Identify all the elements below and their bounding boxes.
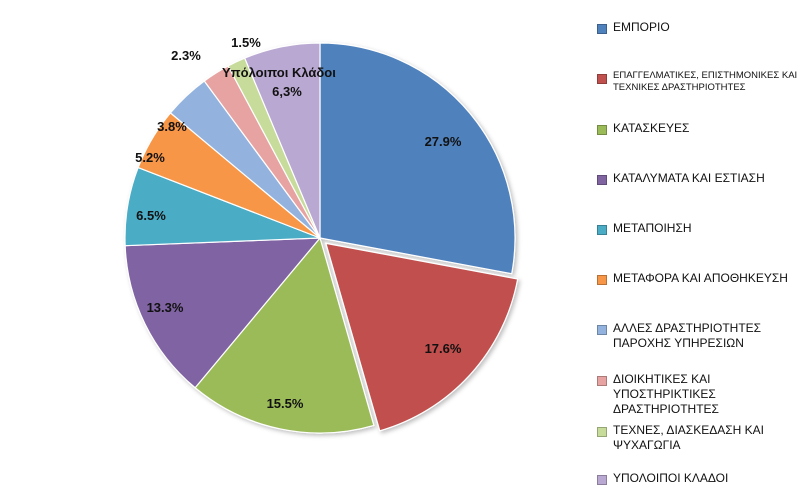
legend-item: ΕΠΑΓΓΕΛΜΑΤΙΚΕΣ, ΕΠΙΣΤΗΜΟΝΙΚΕΣ ΚΑΙ ΤΕΧΝΙΚ… <box>597 70 802 94</box>
pie-slice <box>325 242 519 432</box>
legend-swatch <box>597 376 607 386</box>
legend-label: ΕΜΠΟΡΙΟ <box>613 20 670 34</box>
legend-swatch <box>597 475 607 485</box>
annotation-remaining-sectors: Υπόλοιποι Κλάδοι <box>222 65 336 80</box>
legend-swatch <box>597 74 607 84</box>
slice-percent-label: 3.8% <box>157 119 187 134</box>
legend-item: ΥΠΟΛΟΙΠΟΙ ΚΛΑΔΟΙ <box>597 471 802 486</box>
legend-swatch <box>597 225 607 235</box>
legend-item: ΕΜΠΟΡΙΟ <box>597 20 802 35</box>
legend-swatch <box>597 325 607 335</box>
pie-slice <box>243 42 321 239</box>
legend-label: ΕΠΑΓΓΕΛΜΑΤΙΚΕΣ, ΕΠΙΣΤΗΜΟΝΙΚΕΣ ΚΑΙ ΤΕΧΝΙΚ… <box>613 70 798 93</box>
pie-slice <box>124 237 322 389</box>
slice-percent-label: 5.2% <box>135 150 165 165</box>
legend-item: ΜΕΤΑΦΟΡΑ ΚΑΙ ΑΠΟΘΗΚΕΥΣΗ <box>597 271 802 286</box>
slice-percent-label: 27.9% <box>425 134 462 149</box>
pie-percent-labels: 27.9% 17.6% 15.5% 13.3% 6.5% 5.2% 3.8% 2.3% 1.5%… <box>135 35 462 411</box>
legend-label: ΤΕΧΝΕΣ, ΔΙΑΣΚΕΔΑΣΗ ΚΑΙ ΨΥΧΑΓΩΓΙΑ <box>613 423 764 452</box>
legend-item: ΤΕΧΝΕΣ, ΔΙΑΣΚΕΔΑΣΗ ΚΑΙ ΨΥΧΑΓΩΓΙΑ <box>597 423 802 453</box>
legend-item: ΚΑΤΑΛΥΜΑΤΑ ΚΑΙ ΕΣΤΙΑΣΗ <box>597 171 802 186</box>
slice-percent-label: 6.5% <box>136 208 166 223</box>
legend-label: ΑΛΛΕΣ ΔΡΑΣΤΗΡΙΟΤΗΤΕΣ ΠΑΡΟΧΗΣ ΥΠΗΡΕΣΙΩΝ <box>613 321 762 350</box>
legend-label: ΚΑΤΑΛΥΜΑΤΑ ΚΑΙ ΕΣΤΙΑΣΗ <box>613 171 765 185</box>
pie-slice <box>319 42 516 275</box>
legend-label: ΚΑΤΑΣΚΕΥΕΣ <box>613 121 690 135</box>
slice-percent-label: 15.5% <box>267 396 304 411</box>
legend-item: ΚΑΤΑΣΚΕΥΕΣ <box>597 121 802 136</box>
legend-item: ΜΕΤΑΠΟΙΗΣΗ <box>597 221 802 236</box>
legend-label: ΜΕΤΑΦΟΡΑ ΚΑΙ ΑΠΟΘΗΚΕΥΣΗ <box>613 271 788 285</box>
slice-percent-label: 17.6% <box>425 341 462 356</box>
slice-percent-label: 1.5% <box>231 35 261 50</box>
legend-swatch <box>597 24 607 34</box>
slice-percent-label: 6,3% <box>272 84 302 99</box>
legend-label: ΜΕΤΑΠΟΙΗΣΗ <box>613 221 692 235</box>
legend-item: ΔΙΟΙΚΗΤΙΚΕΣ ΚΑΙ ΥΠΟΣΤΗΡΙΚΤΙΚΕΣ ΔΡΑΣΤΗΡΙΟ… <box>597 372 802 417</box>
legend-label: ΥΠΟΛΟΙΠΟΙ ΚΛΑΔΟΙ <box>613 471 729 485</box>
legend-swatch <box>597 427 607 437</box>
legend-label: ΔΙΟΙΚΗΤΙΚΕΣ ΚΑΙ ΥΠΟΣΤΗΡΙΚΤΙΚΕΣ ΔΡΑΣΤΗΡΙΟ… <box>613 372 719 416</box>
slice-percent-label: 13.3% <box>147 300 184 315</box>
legend-item: ΑΛΛΕΣ ΔΡΑΣΤΗΡΙΟΤΗΤΕΣ ΠΑΡΟΧΗΣ ΥΠΗΡΕΣΙΩΝ <box>597 321 802 351</box>
legend-swatch <box>597 275 607 285</box>
pie-slice <box>194 236 375 434</box>
legend-swatch <box>597 175 607 185</box>
pie-slices <box>124 42 519 434</box>
legend-swatch <box>597 125 607 135</box>
slice-percent-label: 2.3% <box>171 48 201 63</box>
